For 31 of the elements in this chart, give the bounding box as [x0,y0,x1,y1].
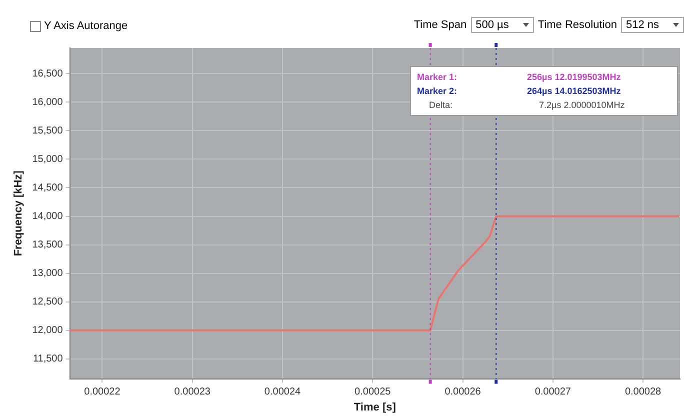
x-tick-label: 0.00026 [444,386,482,398]
x-axis-title: Time [s] [354,401,396,414]
x-tick-label: 0.00025 [354,386,392,398]
x-tick-label: 0.00028 [624,386,662,398]
annotation: Marker 1: [417,71,458,84]
y-tick-label: 13,500 [32,240,64,251]
y-tick-label: 15,500 [32,125,64,136]
y-axis-title: Frequency [kHz] [12,170,25,256]
x-tick-label: 0.00022 [84,386,121,398]
y-tick-label: 16,500 [32,68,64,80]
annotation: Delta: [428,99,454,112]
annotation: 256µs 12.0199503MHz [527,71,621,84]
text: 512 ns [626,19,659,31]
y-tick-label: 14,500 [32,182,64,194]
y-tick-label: 16,000 [32,96,64,108]
text: Time Span [414,19,467,31]
text: Y Axis Autorange [44,20,128,32]
annotation: Marker 2: [417,85,458,98]
y-tick-label: 11,500 [32,354,64,365]
y-tick-label: 12,500 [32,296,64,308]
x-tick-label: 0.00027 [534,386,572,398]
x-tick-label: 0.00023 [174,386,211,398]
annotation: 264µs 14.0162503MHz [527,85,621,98]
y-tick-label: 15,000 [32,154,64,165]
y-tick-label: 14,000 [32,211,64,222]
text: Time Resolution [538,19,617,31]
annotation: 7.2µs 2.0000010MHz [539,99,625,112]
x-tick-label: 0.00024 [264,386,302,398]
text: 500 µs [476,19,509,31]
y-tick-label: 13,000 [32,268,64,280]
y-tick-label: 12,000 [32,325,64,336]
